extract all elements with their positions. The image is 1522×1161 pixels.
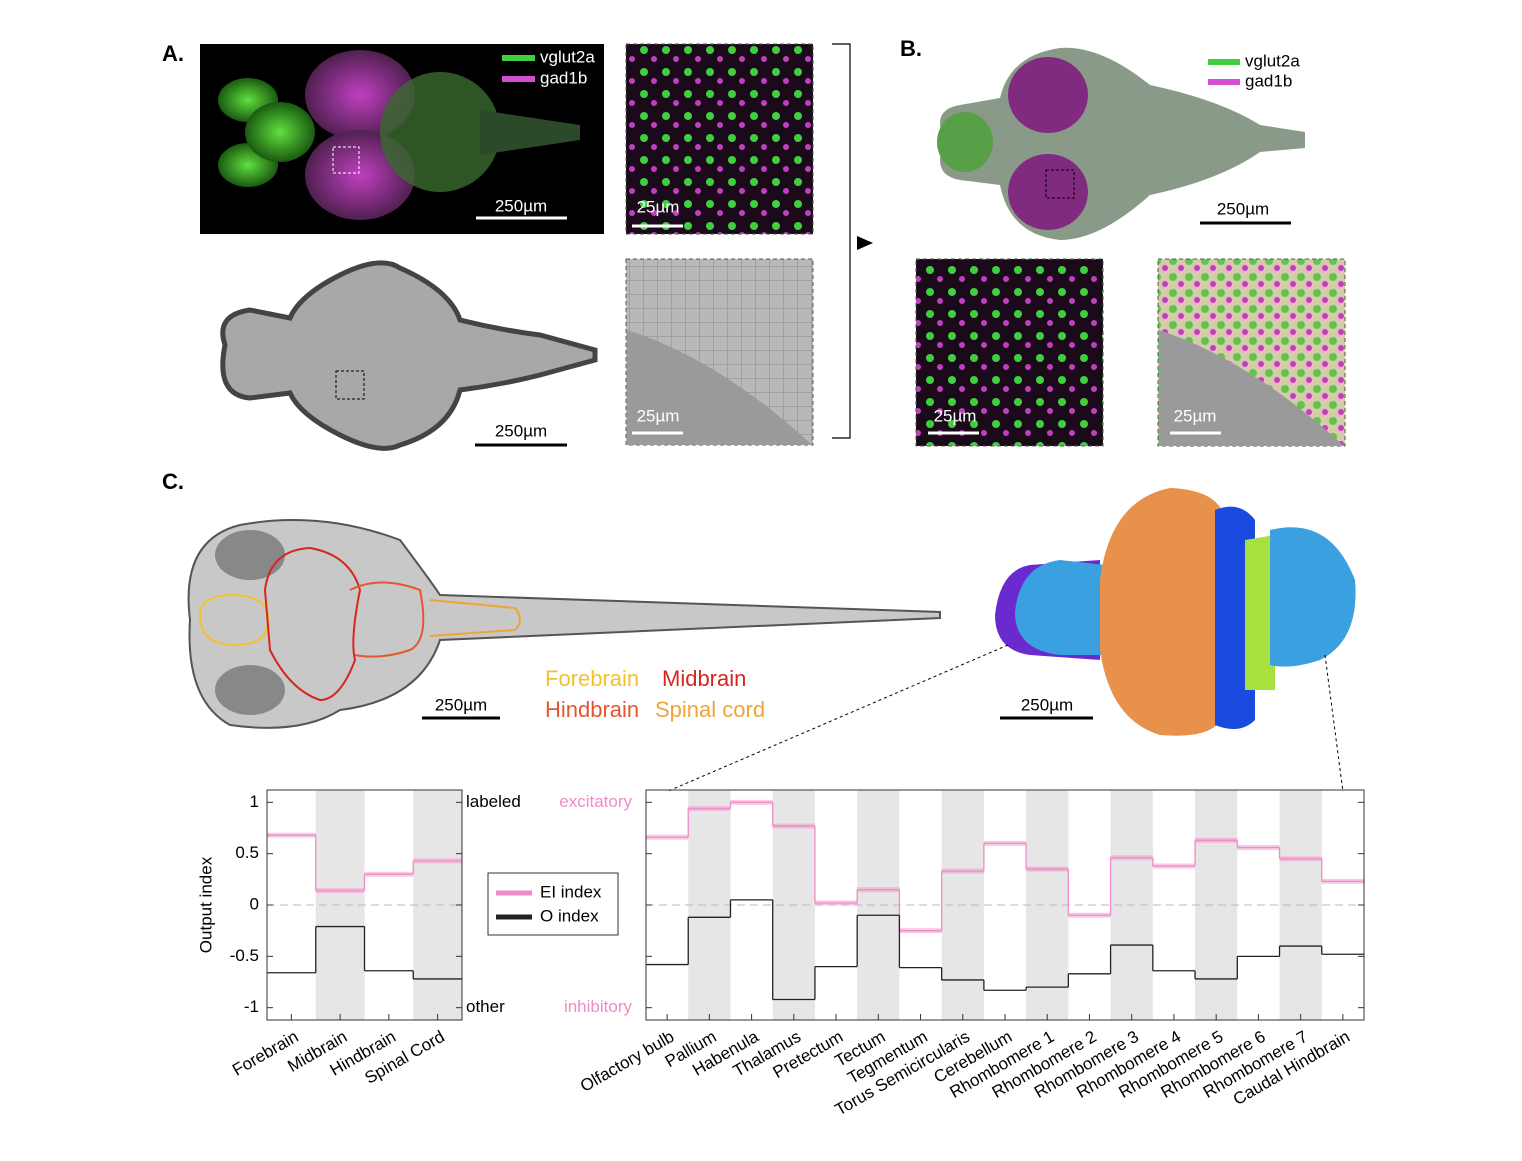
x-tick-label: Olfactory bulb <box>577 1027 677 1096</box>
legend-swatch <box>1208 59 1240 65</box>
legend-label: vglut2a <box>1245 51 1300 70</box>
registered-image <box>937 47 1305 241</box>
legend-label: gad1b <box>540 68 587 87</box>
y-annotation: excitatory <box>559 792 632 811</box>
scale-bar-label: 250µm <box>1021 695 1073 714</box>
legend-swatch <box>1208 79 1240 85</box>
category-band <box>688 790 731 1020</box>
y-tick-label: 1 <box>250 792 259 811</box>
category-band <box>1195 790 1238 1020</box>
legend-swatch <box>502 76 535 82</box>
y2-annotation: other <box>466 997 505 1016</box>
connector <box>1324 654 1344 793</box>
scale-bar-label: 25µm <box>934 406 977 425</box>
brain-3d-image <box>995 488 1356 736</box>
scale-bar-label: 25µm <box>637 406 680 425</box>
scale-bar-label: 250µm <box>1217 199 1269 218</box>
legend-label: gad1b <box>1245 71 1292 90</box>
arrow <box>857 236 873 250</box>
larva-image <box>187 519 941 729</box>
legend-box <box>487 872 619 936</box>
bracket <box>832 43 851 439</box>
em-image <box>220 260 598 451</box>
zoom-image-region <box>1159 330 1344 446</box>
region-label: Forebrain <box>545 666 639 691</box>
panel-label: B. <box>900 36 922 61</box>
region-label: Hindbrain <box>545 697 639 722</box>
y-axis-label: Output index <box>196 856 215 953</box>
y-tick-label: 0 <box>250 894 259 913</box>
zoom-image-region <box>627 330 812 445</box>
scale-bar-label: 25µm <box>1174 406 1217 425</box>
legend-label: EI index <box>540 882 602 901</box>
panel-label: C. <box>162 469 184 494</box>
region-label: Midbrain <box>662 666 746 691</box>
connector <box>665 644 1009 793</box>
zoom-image <box>915 258 1104 447</box>
panel-label: A. <box>162 41 184 66</box>
category-band <box>857 790 900 1020</box>
legend-label: O index <box>540 906 599 925</box>
region-label: Spinal cord <box>655 697 765 722</box>
legend-swatch <box>502 55 535 61</box>
y-tick-label: -0.5 <box>230 946 259 965</box>
y2-annotation: labeled <box>466 792 521 811</box>
y-annotation: inhibitory <box>564 997 633 1016</box>
zoom-image <box>625 43 814 235</box>
y-tick-label: 0.5 <box>235 843 259 862</box>
scale-bar-label: 250µm <box>495 196 547 215</box>
y-tick-label: -1 <box>244 997 259 1016</box>
scale-bar-label: 250µm <box>495 421 547 440</box>
scale-bar-label: 25µm <box>637 197 680 216</box>
category-band <box>1026 790 1069 1020</box>
legend-label: vglut2a <box>540 47 595 66</box>
scale-bar-label: 250µm <box>435 695 487 714</box>
fluorescence-image <box>200 44 604 234</box>
